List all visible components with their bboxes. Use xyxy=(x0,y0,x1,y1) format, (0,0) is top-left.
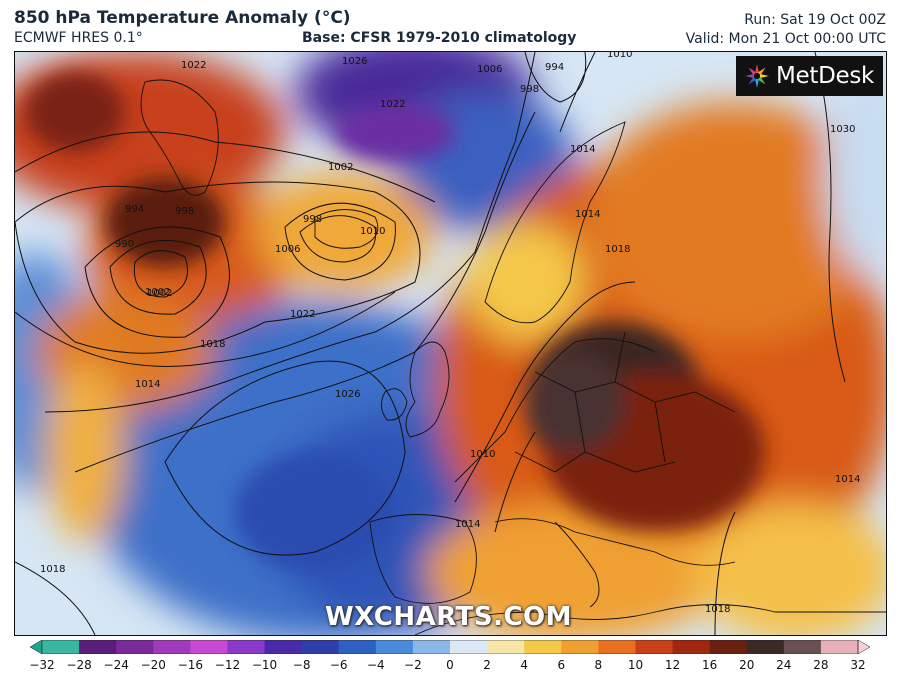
colorbar xyxy=(30,640,870,654)
isobar-label: 1010 xyxy=(607,52,632,60)
isobar-label: 1018 xyxy=(200,339,225,350)
isobar-label: 1014 xyxy=(835,474,860,485)
colorbar-tick-label: −6 xyxy=(329,658,348,672)
colorbar-tick-label: 28 xyxy=(813,658,829,672)
colorbar-cell xyxy=(783,640,822,654)
colorbar-cell xyxy=(561,640,599,654)
isobar-label: 1014 xyxy=(455,519,480,530)
colorbar-max-arrow xyxy=(857,640,870,654)
isobar-label: 1010 xyxy=(360,226,385,237)
metdesk-logo-text: MetDesk xyxy=(776,63,875,89)
colorbar-cell xyxy=(709,640,748,654)
colorbar-cell xyxy=(375,640,414,654)
isobar-label: 1002 xyxy=(328,162,353,173)
colorbar-tick-label: 10 xyxy=(627,658,644,672)
wxcharts-watermark: WXCHARTS.COM xyxy=(325,602,573,632)
isobar-label: 1022 xyxy=(380,99,405,110)
isobar-label: 1010 xyxy=(470,449,495,460)
run-time-label: Run: Sat 19 Oct 00Z xyxy=(744,12,886,28)
isobar-label: 1014 xyxy=(575,209,600,220)
isobar-label: 1014 xyxy=(135,379,160,390)
isobar-label: 1006 xyxy=(477,64,502,75)
colorbar-cell xyxy=(42,640,80,654)
colorbar-cell xyxy=(635,640,674,654)
anomaly-map[interactable]: 1022 1022 1026 1006 994 998 1002 1010 10… xyxy=(14,51,887,636)
colorbar-tick-label: 2 xyxy=(483,658,491,672)
colorbar-cell xyxy=(598,640,636,654)
colorbar-tick-label: −12 xyxy=(214,658,241,672)
colorbar-tick-label: −20 xyxy=(140,658,166,672)
isobar-label: 1002 xyxy=(145,287,170,298)
metdesk-logo: MetDesk xyxy=(736,56,883,96)
isobar-label: 1006 xyxy=(275,244,300,255)
colorbar-ticks: −32 −28 −24 −20 −16 −12 −10 −8 −6 −4 −2 0 2 4 6 8 10 12 16… xyxy=(0,658,900,678)
isobar-label: 994 xyxy=(125,204,144,215)
isobar-label: 1018 xyxy=(605,244,630,255)
colorbar-cell xyxy=(227,640,266,654)
colorbar-tick-label: 12 xyxy=(664,658,681,672)
isobar-label: 998 xyxy=(175,206,194,217)
colorbar-cell xyxy=(672,640,711,654)
colorbar-tick-label: −10 xyxy=(251,658,278,672)
colorbar-tick-label: 24 xyxy=(776,658,792,672)
colorbar-tick-label: 6 xyxy=(557,658,566,672)
colorbar-cell xyxy=(301,640,340,654)
isobar-label: 990 xyxy=(115,239,134,250)
colorbar-tick-label: 16 xyxy=(701,658,718,672)
colorbar-outline xyxy=(41,640,859,654)
colorbar-cell xyxy=(524,640,562,654)
colorbar-cell xyxy=(264,640,303,654)
colorbar-tick-label: 0 xyxy=(446,658,454,672)
colorbar-cell xyxy=(190,640,228,654)
isobar-label: 1022 xyxy=(290,309,315,320)
colorbar-cell xyxy=(116,640,154,654)
isobar-label: 1026 xyxy=(342,56,367,67)
isobar-label: 1022 xyxy=(181,60,206,71)
colorbar-cell xyxy=(820,640,859,654)
anomaly-map-graphic: 1022 1022 1026 1006 994 998 1002 1010 10… xyxy=(15,52,886,635)
valid-time-label: Valid: Mon 21 Oct 00:00 UTC xyxy=(685,31,886,47)
colorbar-tick-label: −16 xyxy=(177,658,204,672)
colorbar-cell xyxy=(79,640,117,654)
colorbar-cell xyxy=(746,640,785,654)
colorbar-cell xyxy=(338,640,377,654)
isobar-label: 1014 xyxy=(570,144,595,155)
isobar-label: 1018 xyxy=(705,604,730,615)
colorbar-tick-label: −32 xyxy=(29,658,55,672)
isobar-label: 1030 xyxy=(830,124,855,135)
colorbar-tick-label: −2 xyxy=(404,658,422,672)
colorbar-cell xyxy=(450,640,488,654)
colorbar-cell xyxy=(487,640,525,654)
colorbar-tick-label: 4 xyxy=(520,658,528,672)
colorbar-cell xyxy=(412,640,451,654)
colorbar-tick-label: −28 xyxy=(66,658,92,672)
isobar-label: 994 xyxy=(545,62,564,73)
metdesk-logo-icon xyxy=(745,64,769,88)
colorbar-tick-label: 8 xyxy=(594,658,603,672)
model-label: ECMWF HRES 0.1° xyxy=(14,30,143,46)
colorbar-tick-label: −24 xyxy=(103,658,129,672)
isobar-label: 998 xyxy=(303,214,322,225)
colorbar-tick-label: −8 xyxy=(292,658,311,672)
colorbar-min-arrow xyxy=(30,640,43,654)
chart-title: 850 hPa Temperature Anomaly (°C) xyxy=(14,8,351,28)
colorbar-tick-label: 20 xyxy=(739,658,755,672)
isobar-label: 1018 xyxy=(40,564,65,575)
colorbar-tick-label: −4 xyxy=(366,658,385,672)
isobar-label: 998 xyxy=(520,84,539,95)
isobar-label: 1026 xyxy=(335,389,360,400)
isobar-label: 1002 xyxy=(147,288,172,299)
climatology-base-label: Base: CFSR 1979-2010 climatology xyxy=(302,30,577,46)
colorbar-tick-label: 32 xyxy=(850,658,866,672)
colorbar-cell xyxy=(153,640,191,654)
